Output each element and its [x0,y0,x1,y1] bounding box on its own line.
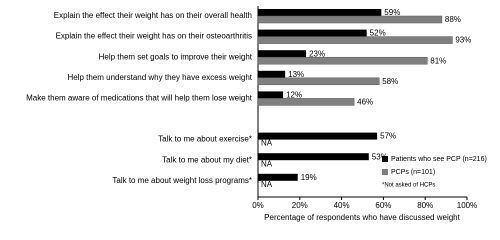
value-label: 19% [301,173,317,182]
bar [257,98,355,106]
value-label: 23% [309,49,325,58]
category-label: Talk to me about exercise* [158,135,252,144]
bar [258,132,378,140]
legend-label: Patients who see PCP (n=216) [391,156,487,163]
page: {"chart_data": {"type": "grouped-horizon… [26,6,487,223]
bar [257,77,380,86]
bar [258,153,369,161]
x-tick-label: 0% [252,201,264,210]
value-label: NA [261,139,273,148]
value-label: 52% [370,29,386,38]
chart: Percentage of respondents who have discu… [26,6,487,222]
value-label: 58% [382,77,398,86]
category-label: Make them aware of medications that will… [26,94,253,103]
value-label: 13% [288,70,304,79]
value-label: 12% [286,91,302,100]
value-label: 59% [384,8,400,17]
x-tick-label: 100% [457,201,477,210]
legend-swatch [382,169,388,175]
bar [257,15,443,24]
value-label: 88% [445,15,461,24]
legend-label: PCPs (n=101) [391,169,435,176]
value-label: NA [261,180,273,189]
value-label: 81% [430,56,446,65]
bar [258,50,307,58]
value-label: 57% [380,132,396,141]
category-label: Talk to me about weight loss programs* [112,176,252,185]
value-label: 53% [372,152,388,161]
legend-swatch [382,156,388,162]
category-label: Help them set goals to improve their wei… [99,52,253,61]
bar [257,56,428,65]
x-tick-label: 40% [334,201,350,210]
bar [258,91,284,99]
bar [258,29,367,37]
x-tick-label: 80% [417,201,433,210]
value-label: 93% [455,36,471,45]
bar [258,9,382,16]
value-label: NA [261,159,273,168]
bar [258,70,286,78]
category-label: Help them understand why they have exces… [67,73,252,82]
category-label: Talk to me about my diet* [162,155,252,164]
bar [258,173,298,181]
x-axis-title: Percentage of respondents who have discu… [264,213,460,222]
category-label: Explain the effect their weight has on t… [54,11,252,20]
footnote: *Not asked of HCPs [382,183,435,189]
value-label: 46% [357,98,373,107]
bar [257,36,453,44]
x-tick-label: 60% [375,201,391,210]
x-tick-label: 20% [292,201,308,210]
category-label: Explain the effect their weight has on t… [56,32,252,41]
